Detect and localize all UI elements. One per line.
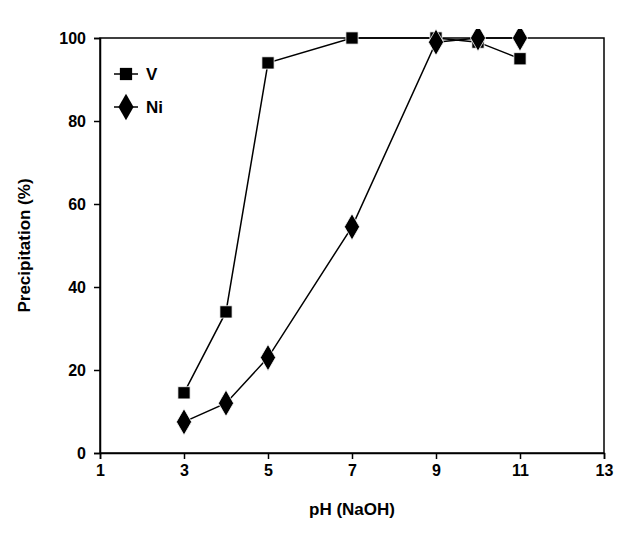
y-axis-tick-label: 60 [68, 196, 86, 213]
x-axis-tick-label: 3 [180, 462, 189, 479]
legend-label: Ni [146, 98, 163, 117]
y-axis-tick-label: 40 [68, 279, 86, 296]
y-axis-tick-mark [94, 204, 100, 206]
series-marker [470, 29, 485, 51]
y-axis-tick: 20 [68, 362, 100, 379]
series-marker [218, 390, 233, 416]
plot: 135791113020406080100VNi [59, 25, 613, 480]
x-axis-tick-mark [436, 453, 438, 459]
y-axis-tick-mark [94, 38, 100, 40]
y-axis: 0 20 40 60 80 100 [59, 30, 100, 462]
x-axis-tick-label: 1 [96, 462, 105, 479]
plot-frame [100, 38, 604, 453]
y-axis-tick: 40 [68, 279, 100, 296]
y-axis-tick: 60 [68, 196, 100, 213]
series-marker [260, 344, 275, 370]
x-axis-tick: 11 [512, 453, 529, 479]
legend-label: V [146, 65, 158, 84]
series-marker [428, 29, 443, 55]
x-axis-tick: 9 [432, 453, 441, 479]
x-axis-tick-mark [604, 453, 606, 459]
series-marker [262, 57, 274, 69]
x-axis-tick-label: 7 [348, 462, 357, 479]
x-axis-tick-mark [184, 453, 186, 459]
series-marker [178, 387, 190, 399]
y-axis-tick-label: 80 [68, 113, 86, 130]
x-axis-tick: 1 [96, 453, 105, 479]
x-axis-tick-mark [268, 453, 270, 459]
series-line [184, 38, 520, 422]
x-axis-tick-mark [352, 453, 354, 459]
y-axis-tick-mark [94, 370, 100, 372]
legend-entry: V [114, 65, 158, 84]
data-area [176, 29, 527, 435]
y-axis-tick-label: 20 [68, 362, 86, 379]
y-axis-tick-mark [94, 121, 100, 123]
legend-marker [118, 94, 133, 120]
y-axis-tick-label: 0 [77, 445, 86, 462]
y-axis-title: Precipitation (%) [15, 178, 34, 312]
x-axis-title: pH (NaOH) [309, 500, 395, 519]
series-line [184, 38, 520, 393]
x-axis: 135791113 [96, 453, 613, 479]
x-axis-tick: 7 [348, 453, 357, 479]
series-marker [176, 409, 191, 435]
y-axis-tick: 100 [59, 30, 100, 47]
y-axis-tick-mark [94, 453, 100, 455]
legend: V Ni [114, 65, 163, 120]
x-axis-tick: 5 [264, 453, 273, 479]
x-axis-tick-label: 13 [596, 462, 614, 479]
x-axis-tick: 13 [596, 453, 614, 479]
legend-entry: Ni [114, 94, 163, 120]
series-marker [514, 53, 526, 65]
series-marker [512, 29, 527, 51]
x-axis-tick-label: 5 [264, 462, 273, 479]
series-marker [220, 306, 232, 318]
x-axis-line [101, 454, 605, 460]
x-axis-tick-label: 9 [432, 462, 441, 479]
x-axis-tick-mark [520, 453, 522, 459]
x-axis-tick: 3 [180, 453, 189, 479]
series-marker [344, 214, 359, 240]
y-axis-tick-label: 100 [59, 30, 86, 47]
x-axis-tick-label: 11 [512, 462, 529, 479]
chart: 135791113020406080100VNipH (NaOH)Precipi… [0, 0, 637, 543]
y-axis-tick: 80 [68, 113, 100, 130]
series-marker [346, 32, 358, 44]
legend-marker [120, 68, 132, 80]
y-axis-line [94, 39, 101, 454]
y-axis-tick-mark [94, 287, 100, 289]
y-axis-tick: 0 [77, 445, 100, 462]
